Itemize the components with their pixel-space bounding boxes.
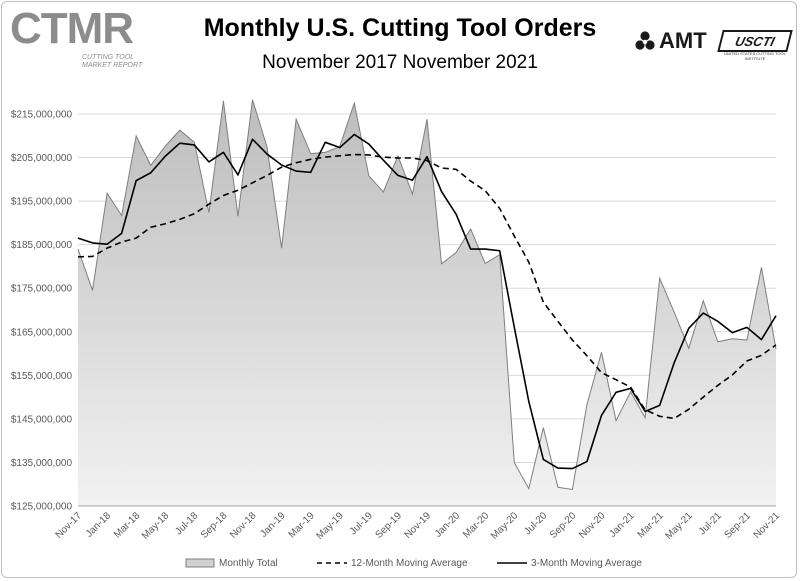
- x-tick-label: Jul-20: [522, 510, 549, 537]
- amt-logo: AMT: [634, 28, 707, 54]
- y-tick-label: $185,000,000: [11, 240, 73, 251]
- y-tick-label: $205,000,000: [11, 153, 73, 164]
- x-tick-label: Sep-21: [722, 510, 753, 541]
- monthly-total-area: [77, 99, 777, 507]
- legend-item-3-month-ma: 3-Month Moving Average: [497, 555, 642, 571]
- monthly-total-area-fill: [78, 99, 776, 507]
- chart-legend: Monthly Total 12-Month Moving Average 3-…: [0, 555, 800, 571]
- x-tick-label: May-19: [315, 510, 347, 542]
- chart-subtitle: November 2017 November 2021: [262, 52, 538, 73]
- legend-label: 3-Month Moving Average: [531, 557, 642, 569]
- x-tick-label: Mar-21: [636, 510, 666, 540]
- x-tick-label: Nov-21: [752, 510, 783, 541]
- x-tick-label: Jul-19: [348, 510, 375, 537]
- y-tick-label: $195,000,000: [11, 197, 73, 208]
- legend-item-monthly-total: Monthly Total: [185, 555, 278, 571]
- y-tick-label: $125,000,000: [11, 502, 73, 513]
- legend-label: Monthly Total: [219, 557, 278, 569]
- legend-swatch-dashed: [317, 562, 347, 564]
- x-tick-label: Jan-18: [84, 510, 114, 540]
- legend-item-12-month-ma: 12-Month Moving Average: [317, 555, 468, 571]
- x-tick-label: May-21: [664, 510, 696, 542]
- legend-swatch-solid: [497, 562, 527, 564]
- amt-trefoil-icon: [635, 31, 655, 50]
- amt-logo-text: AMT: [659, 28, 707, 53]
- x-tick-label: Sep-18: [199, 510, 230, 541]
- uscti-logo: USCTI UNITED STATES CUTTING TOOL INSTITU…: [716, 26, 794, 62]
- ma3-line: [77, 133, 777, 470]
- x-tick-label: May-20: [489, 510, 521, 542]
- legend-label: 12-Month Moving Average: [351, 557, 468, 569]
- x-tick-label: Mar-19: [287, 510, 317, 540]
- ma12-line: [77, 153, 777, 420]
- moving-average-lines: [77, 133, 777, 470]
- x-tick-label: Nov-19: [403, 510, 434, 541]
- ctmr-logo-subtitle: CUTTING TOOL MARKET REPORT: [82, 54, 143, 69]
- ctmr-logo-wordmark: CTMR: [10, 4, 134, 53]
- x-tick-label: Jan-20: [433, 510, 463, 540]
- y-tick-label: $165,000,000: [11, 327, 73, 338]
- x-tick-label: Mar-18: [112, 510, 142, 540]
- y-tick-label: $145,000,000: [11, 414, 73, 425]
- y-tick-label: $175,000,000: [11, 284, 73, 295]
- x-tick-label: Sep-19: [373, 510, 404, 541]
- x-tick-label: Mar-20: [461, 510, 491, 540]
- ctmr-logo: CTMR CUTTING TOOL MARKET REPORT: [10, 4, 150, 76]
- x-tick-label: Nov-17: [54, 510, 85, 541]
- x-tick-label: Sep-20: [548, 510, 579, 541]
- x-tick-label: Jan-21: [607, 510, 637, 540]
- x-tick-label: May-18: [140, 510, 172, 542]
- uscti-logo-subtitle: UNITED STATES CUTTING TOOL INSTITUTE: [724, 51, 786, 61]
- y-tick-label: $155,000,000: [11, 371, 73, 382]
- x-tick-label: Jan-19: [258, 510, 288, 540]
- y-axis-labels: $125,000,000 $135,000,000 $145,000,000 $155…: [11, 110, 73, 513]
- x-tick-label: Jul-18: [173, 510, 200, 537]
- y-tick-label: $135,000,000: [11, 458, 73, 469]
- x-tick-label: Nov-20: [577, 510, 608, 541]
- legend-swatch-area: [185, 558, 215, 568]
- monthly-total-line: [77, 99, 777, 491]
- y-tick-label: $215,000,000: [11, 110, 73, 121]
- chart-title: Monthly U.S. Cutting Tool Orders: [203, 14, 597, 42]
- x-tick-label: Jul-21: [697, 510, 724, 537]
- x-tick-label: Nov-18: [228, 510, 259, 541]
